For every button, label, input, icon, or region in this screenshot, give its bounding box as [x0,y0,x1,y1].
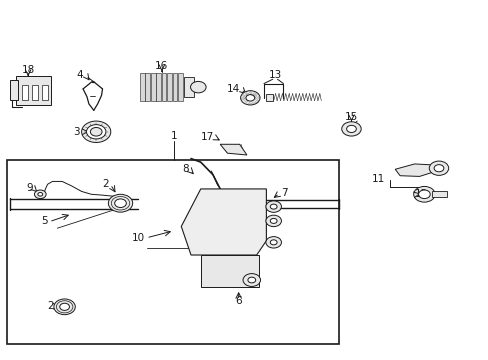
Bar [178,73,183,102]
Circle shape [86,125,106,139]
Bar [140,73,144,102]
Circle shape [54,299,75,315]
Bar [183,77,194,97]
Circle shape [341,122,361,136]
Bar [201,255,259,287]
Text: 14: 14 [226,84,239,94]
Bar [10,80,18,100]
Text: 10: 10 [131,233,144,243]
Bar [41,85,47,100]
Text: 5: 5 [41,216,47,226]
Circle shape [108,194,132,212]
Text: 2: 2 [102,179,109,189]
Circle shape [81,121,111,143]
Text: 8: 8 [182,164,188,174]
Text: 15: 15 [344,112,357,122]
Circle shape [247,277,255,283]
Circle shape [433,165,443,172]
Circle shape [190,81,205,93]
Circle shape [34,190,46,199]
Circle shape [265,215,281,226]
Circle shape [240,91,260,105]
Circle shape [60,303,69,310]
Bar [266,94,272,101]
Circle shape [418,190,429,199]
Text: 1: 1 [170,131,177,141]
Circle shape [245,95,254,101]
Circle shape [243,274,260,287]
Text: 2: 2 [47,301,54,311]
Circle shape [413,186,434,202]
Bar [151,73,155,102]
Text: 3: 3 [73,127,80,137]
Circle shape [270,219,277,224]
Text: 9: 9 [26,183,33,193]
Text: 12: 12 [414,189,427,199]
Polygon shape [394,164,436,176]
Text: 11: 11 [371,174,385,184]
Circle shape [270,240,277,245]
Text: 16: 16 [155,62,168,71]
Circle shape [90,127,102,136]
Polygon shape [220,144,246,155]
Circle shape [265,237,281,248]
Text: 4: 4 [76,70,83,80]
Polygon shape [181,189,266,255]
Circle shape [270,204,277,209]
Circle shape [265,201,281,212]
Circle shape [115,199,126,207]
Text: 6: 6 [235,296,242,306]
Text: 13: 13 [268,70,281,80]
Bar [172,73,177,102]
Bar [32,85,38,100]
Bar [22,85,28,100]
Text: 7: 7 [281,188,287,198]
Bar [156,73,161,102]
Bar [431,192,446,197]
Bar [145,73,150,102]
Circle shape [38,193,42,196]
Bar [16,76,51,105]
Bar [7,160,339,344]
Bar [162,73,166,102]
Bar [167,73,172,102]
Circle shape [346,125,356,132]
Text: 17: 17 [201,132,214,142]
Circle shape [428,161,448,175]
Text: 18: 18 [21,65,35,75]
